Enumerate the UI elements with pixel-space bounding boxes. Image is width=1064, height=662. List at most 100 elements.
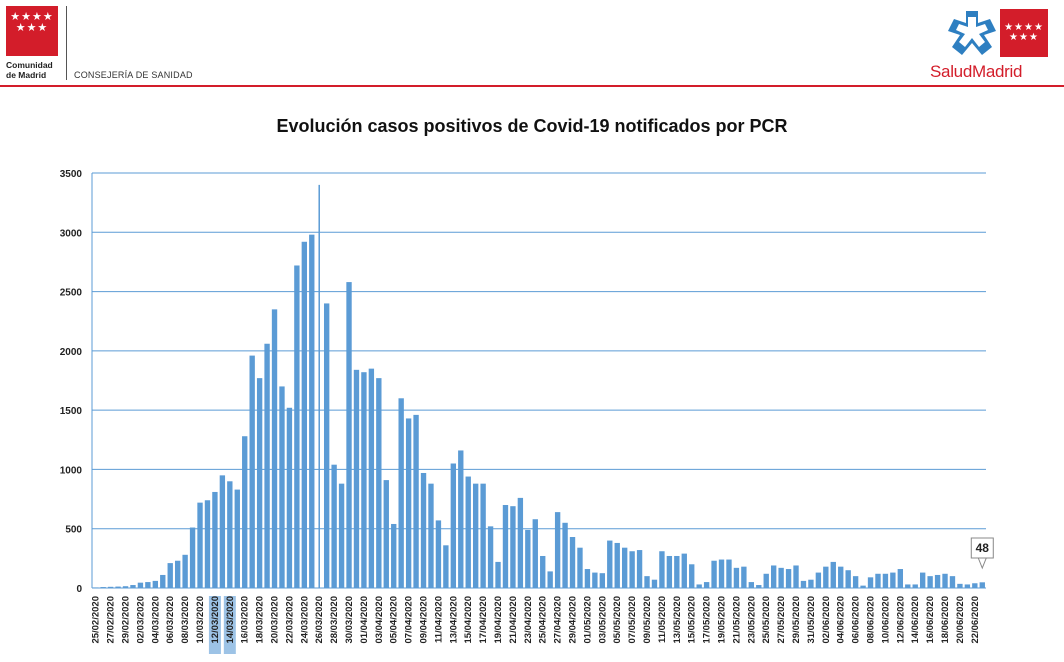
bar [845,570,851,588]
x-tick-label: 19/05/2020 [717,596,728,644]
comunidad-madrid-flag-logo: ★★★★ ★★★ [6,6,58,56]
bar [413,414,419,588]
department-name: CONSEJERÍA DE SANIDAD [74,70,193,80]
health-cross-icon [948,11,996,55]
bar [651,579,658,588]
bar [100,587,106,588]
x-tick-label: 18/06/2020 [940,596,951,644]
y-tick-label: 1000 [60,465,83,476]
x-tick-label: 31/05/2020 [806,596,817,644]
x-tick-label: 27/02/2020 [106,596,117,644]
bar [666,555,673,588]
bar [204,500,211,588]
bar [659,551,665,588]
bar [107,586,114,588]
x-tick-label: 22/03/2020 [284,596,295,644]
bar [331,464,337,588]
x-tick-label: 02/06/2020 [821,596,832,644]
bar [979,582,985,588]
y-tick-label: 2000 [60,347,83,358]
bar [174,560,181,588]
bar [696,584,702,588]
bar [249,355,255,588]
bar [353,369,360,588]
bar [398,398,404,588]
bar [569,537,576,588]
header-rule [0,85,1064,87]
x-tick-label: 29/04/2020 [568,596,579,644]
bar [212,491,218,588]
x-tick-label: 13/04/2020 [448,596,459,644]
x-tick-label: 28/03/2020 [329,596,340,644]
bar [219,475,226,588]
brand-madrid: Madrid [971,62,1023,81]
x-tick-label: 26/03/2020 [314,596,325,644]
bar [145,582,151,588]
x-tick-label: 25/04/2020 [538,596,549,644]
bar [271,309,278,588]
x-tick-label: 23/05/2020 [746,596,757,644]
x-tick-label: 01/05/2020 [582,596,593,644]
x-tick-label: 08/03/2020 [180,596,191,644]
bar [368,368,375,588]
bar [160,574,166,588]
bar [882,573,889,588]
bar [189,527,196,588]
y-tick-label: 3500 [60,169,83,180]
bar [897,569,904,588]
bar [301,241,308,588]
bar [860,585,866,588]
bar [234,489,240,588]
x-tick-label: 14/06/2020 [910,596,921,644]
x-tick-label: 29/05/2020 [791,596,802,644]
tick-highlight [208,596,221,654]
x-tick-label: 09/04/2020 [419,596,430,644]
x-tick-label: 23/04/2020 [523,596,534,644]
y-tick-label: 0 [76,584,82,595]
bar [942,573,948,588]
bar [629,551,635,588]
x-tick-label: 16/06/2020 [925,596,936,644]
x-tick-label: 22/06/2020 [970,596,981,644]
x-tick-label: 10/03/2020 [195,596,206,644]
bar [592,572,598,588]
bar [547,571,553,588]
bar [636,550,643,588]
bar [376,378,382,588]
header-divider [66,6,67,80]
x-tick-label: 30/03/2020 [344,596,355,644]
x-tick-label: 04/06/2020 [836,596,847,644]
x-tick-label: 17/04/2020 [478,596,489,644]
bar [957,583,963,588]
x-tick-label: 07/04/2020 [404,596,415,644]
x-tick-label: 24/03/2020 [299,596,310,644]
bar [361,372,367,588]
bar [487,526,494,588]
bar [912,584,918,588]
bar [309,234,315,588]
bar [718,559,725,588]
bar [919,572,926,588]
org-name-line2: de Madrid [6,70,47,80]
x-tick-label: 21/05/2020 [731,596,742,644]
x-tick-label: 27/04/2020 [553,596,564,644]
x-tick-label: 12/03/2020 [210,596,221,644]
flag-stars-icon: ★★★★ ★★★ [1004,22,1044,43]
bar [502,505,509,588]
bar [741,566,747,588]
x-tick-label: 17/05/2020 [702,596,713,644]
x-tick-label: 04/03/2020 [150,596,161,644]
x-tick-label: 20/06/2020 [955,596,966,644]
x-tick-label: 05/05/2020 [612,596,623,644]
x-tick-label: 20/03/2020 [270,596,281,644]
bar [256,378,263,588]
flag-stars-icon: ★★★★ ★★★ [10,11,54,34]
bar [830,561,836,588]
x-tick-label: 25/05/2020 [761,596,772,644]
bar [793,565,799,588]
x-tick-label: 03/05/2020 [597,596,608,644]
bar [584,569,591,588]
bar [964,584,971,588]
x-tick-label: 09/05/2020 [642,596,653,644]
